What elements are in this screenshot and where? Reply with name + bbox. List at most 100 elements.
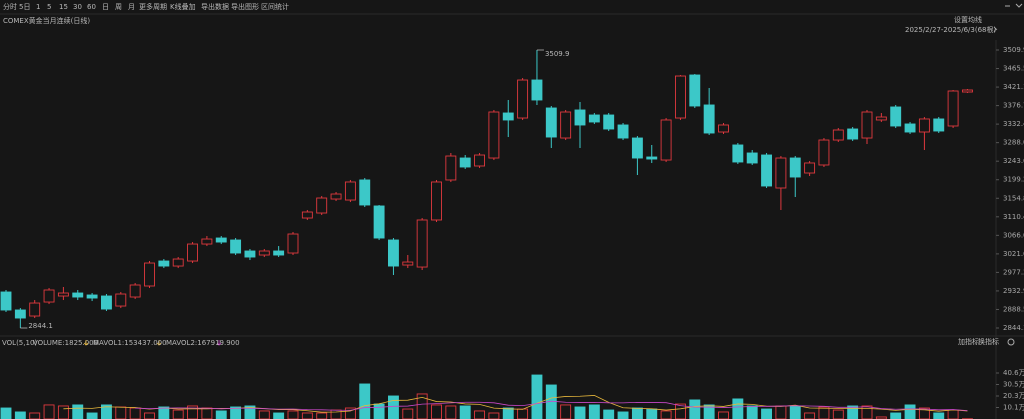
candle-body <box>775 157 787 189</box>
candle-body <box>459 157 471 168</box>
toolbar-item[interactable]: 周 <box>115 3 122 11</box>
volume-bar <box>316 412 328 419</box>
indicator-button[interactable]: 换指标 <box>978 337 999 346</box>
arrow-icon <box>216 340 222 346</box>
y-tick-label: 3288.0 <box>1003 139 1024 147</box>
candle-body <box>29 302 41 317</box>
volume-bar <box>703 404 715 419</box>
volume-bar <box>115 406 127 419</box>
y-tick-label: 3243.6 <box>1003 157 1024 165</box>
candle-body <box>962 89 973 93</box>
y-tick-label: 2888.5 <box>1003 305 1024 313</box>
close-icon[interactable] <box>1007 338 1015 346</box>
toolbar-item[interactable]: 日 <box>102 3 109 11</box>
candle-body <box>14 309 26 319</box>
candle-body <box>890 106 902 127</box>
toolbar-item[interactable]: K线叠加 <box>170 2 196 11</box>
volume-bar <box>0 407 12 419</box>
candle-body <box>617 124 629 139</box>
y-tick-label: 3154.8 <box>1003 194 1024 202</box>
volume-bar <box>588 404 600 419</box>
candle-body <box>115 293 127 307</box>
volume-bar <box>832 409 844 419</box>
volume-bar <box>100 404 112 419</box>
candle-body <box>947 90 959 127</box>
volume-bar <box>531 374 543 419</box>
toolbar-item[interactable]: 更多周期 <box>139 2 167 11</box>
candle-body <box>316 197 328 214</box>
candle-body <box>344 181 356 201</box>
toolbar-item[interactable]: 月 <box>128 3 135 11</box>
volume-bar <box>560 404 572 419</box>
toolbar-item[interactable]: 30 <box>73 3 82 11</box>
y-tick-label: 2844.1 <box>1003 324 1024 332</box>
volume-bar <box>388 395 399 419</box>
candle-body <box>488 111 500 159</box>
y-tick-label: 3376.7 <box>1003 102 1024 110</box>
candle-body <box>330 193 342 200</box>
y-tick-label: 3465.5 <box>1003 65 1024 73</box>
collapse-icon[interactable] <box>1015 3 1023 8</box>
candle-body <box>588 114 600 123</box>
toolbar-item[interactable]: 60 <box>87 3 96 11</box>
candle-body <box>574 109 586 126</box>
toolbar-item[interactable]: 5 <box>47 3 51 11</box>
y-tick-label: 3110.4 <box>1003 213 1024 221</box>
candle-body <box>72 292 84 298</box>
y-tick-label: 2932.9 <box>1003 287 1024 295</box>
pin-icon[interactable] <box>993 26 998 33</box>
candle-body <box>244 250 256 258</box>
volume-bar <box>660 410 672 419</box>
candle-body <box>43 289 55 303</box>
toolbar-item[interactable]: 5日 <box>19 3 30 11</box>
range-label: 2025/2/27-2025/6/3(68根) <box>905 25 996 34</box>
candle-body <box>301 211 313 219</box>
volume-bar <box>861 405 873 419</box>
candle-body <box>0 291 12 311</box>
candle-body <box>402 261 414 266</box>
candle-body <box>416 219 428 268</box>
indicator-button[interactable]: 加指标 <box>958 337 979 346</box>
volume-bar <box>775 405 787 419</box>
candle-body <box>560 111 572 139</box>
volume-bar <box>215 410 227 419</box>
toolbar-item[interactable]: 导出数据 <box>201 2 229 11</box>
candle-body <box>847 128 859 140</box>
arrow-icon <box>156 340 162 346</box>
candle-body <box>818 139 830 166</box>
volume-bar <box>488 412 500 419</box>
candle-body <box>660 119 672 161</box>
volume-bar <box>675 403 686 419</box>
candle-body <box>746 152 758 164</box>
volume-bar <box>847 405 859 419</box>
legend-entry: MAVOL2:167919.900 <box>166 339 240 347</box>
volume-bar <box>287 410 299 419</box>
y-tick-label: 40.6万 <box>1003 369 1024 377</box>
candle-body <box>201 238 213 245</box>
toolbar-item[interactable]: 1 <box>36 3 40 11</box>
volume-bar <box>761 408 772 419</box>
candle-body <box>273 250 285 256</box>
toolbar-item[interactable]: 导出图形 <box>231 2 259 11</box>
volume-bar <box>230 406 242 419</box>
toolbar-item[interactable]: 区间统计 <box>261 2 289 11</box>
toolbar-item[interactable]: 分时 <box>3 2 17 11</box>
toolbar-item[interactable]: 15 <box>59 3 68 11</box>
ma-setting[interactable]: 设置均线 <box>954 15 982 24</box>
volume-bar <box>14 411 26 419</box>
volume-bar <box>574 406 586 419</box>
volume-bar <box>789 405 801 419</box>
candle-body <box>172 258 184 267</box>
candle-body <box>875 116 887 121</box>
volume-bar <box>416 393 428 419</box>
candle-body <box>287 233 299 254</box>
candle-body <box>918 118 930 133</box>
ma-line <box>135 400 968 412</box>
vol-title: VOL(5,10) <box>2 339 37 347</box>
volume-bar <box>818 406 830 419</box>
candle-body <box>603 114 615 130</box>
candle-body <box>933 118 945 132</box>
